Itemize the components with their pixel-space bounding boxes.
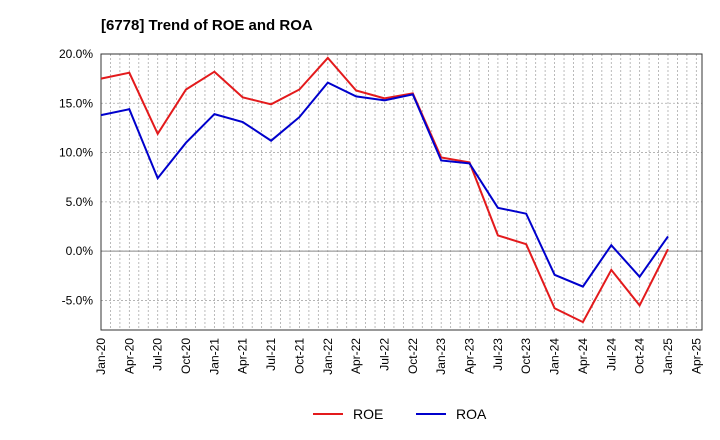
x-tick-label: Oct-24	[633, 338, 647, 374]
chart-title: [6778] Trend of ROE and ROA	[101, 17, 313, 34]
y-tick-label: 20.0%	[59, 47, 93, 61]
y-tick-label: 15.0%	[59, 96, 93, 110]
x-tick-label: Apr-24	[576, 338, 590, 374]
x-tick-label: Apr-25	[689, 338, 703, 374]
x-tick-label: Jan-20	[94, 338, 108, 375]
x-tick-label: Jan-21	[207, 338, 221, 375]
x-tick-label: Jul-24	[604, 338, 618, 371]
roa-line	[100, 81, 669, 288]
y-tick-label: 10.0%	[59, 146, 93, 160]
x-tick-label: Apr-22	[349, 338, 363, 374]
x-tick-label: Oct-21	[292, 338, 306, 374]
x-tick-label: Oct-23	[519, 338, 533, 374]
legend: ROE ROA	[313, 406, 487, 422]
y-tick-label: 5.0%	[66, 195, 94, 209]
plot-area-border	[100, 53, 703, 331]
x-tick-label: Jul-20	[151, 338, 165, 371]
x-tick-label: Apr-21	[236, 338, 250, 374]
x-tick-label: Jan-23	[434, 338, 448, 375]
x-tick-label: Apr-23	[463, 338, 477, 374]
y-tick-label: -5.0%	[62, 293, 94, 307]
x-tick-label: Jan-22	[321, 338, 335, 375]
grid	[101, 53, 702, 330]
x-tick-label: Jul-23	[491, 338, 505, 371]
x-axis: Jan-20 Apr-20 Jul-20 Oct-20 Jan-21 Apr-21 Jul-…	[94, 338, 703, 375]
y-axis: 20.0% 15.0% 10.0% 5.0% 0.0% -5.0%	[59, 47, 93, 307]
series-lines	[100, 56, 669, 324]
x-tick-label: Oct-22	[406, 338, 420, 374]
x-tick-label: Jul-22	[377, 338, 391, 371]
x-tick-label: Apr-20	[122, 338, 136, 374]
x-tick-label: Oct-20	[179, 338, 193, 374]
x-tick-label: Jan-25	[661, 338, 675, 375]
roe-line	[100, 56, 669, 324]
x-tick-label: Jul-21	[264, 338, 278, 371]
roe-legend-label: ROE	[353, 406, 383, 422]
y-tick-label: 0.0%	[66, 244, 94, 258]
x-tick-label: Jan-24	[548, 338, 562, 375]
roa-legend-label: ROA	[456, 406, 487, 422]
